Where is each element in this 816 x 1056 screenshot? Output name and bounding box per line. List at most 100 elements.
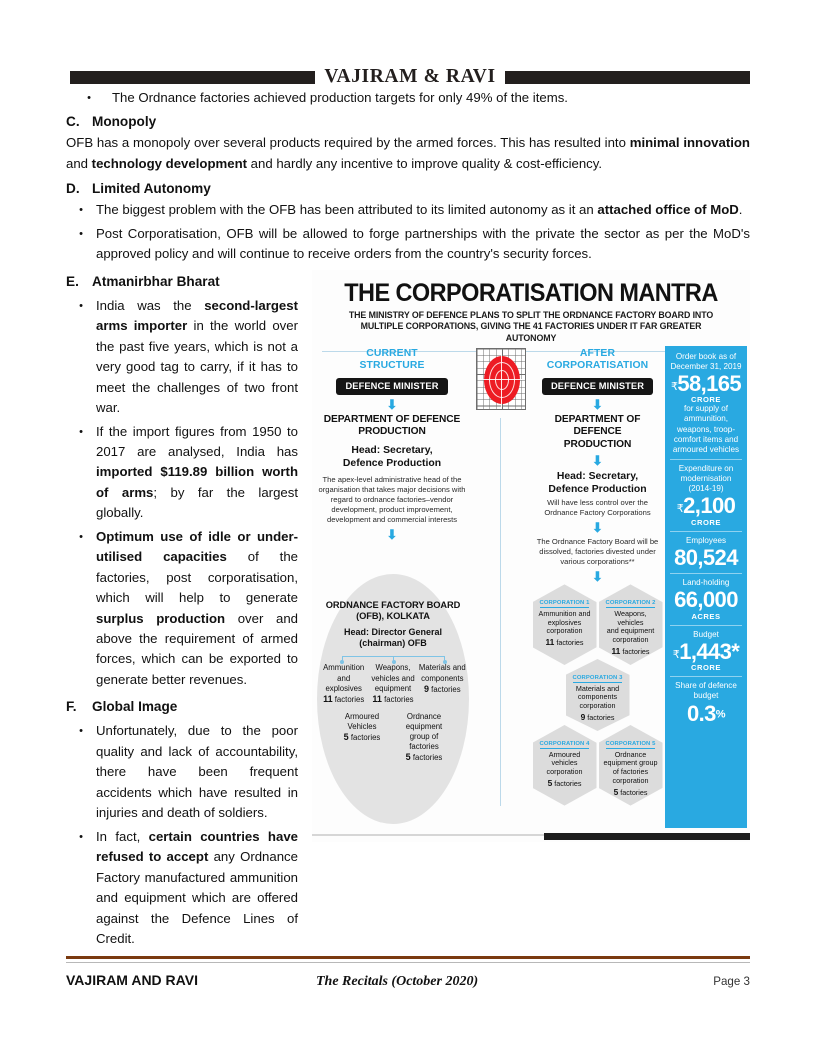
- header-rule-right: [504, 70, 750, 84]
- para-part: OFB has a monopoly over several products…: [66, 135, 630, 151]
- corporation-tag: CORPORATION 3: [572, 675, 623, 683]
- corporation-factories: 5 factories: [536, 778, 594, 788]
- text-part: If the import figures from 1950 to 2017 …: [96, 423, 298, 459]
- stats-panel: Order book as of December 31, 2019 ₹58,1…: [665, 345, 747, 828]
- dept-line1: DEPARTMENT OF DEFENCE: [323, 414, 461, 426]
- stat-share-of-budget: Share of defence budget 0.3%: [670, 676, 742, 725]
- footer-page-number: Page 3: [713, 975, 750, 988]
- bullet-dot: •: [79, 830, 83, 843]
- section-title: Monopoly: [92, 114, 157, 130]
- bullet-f2: • In fact, certain countries have refuse…: [66, 827, 298, 950]
- division-factories: 11 factories: [369, 694, 416, 706]
- stat-number: 80,524: [674, 544, 738, 570]
- para-bold: technology development: [91, 155, 248, 171]
- text-part: over and above the requirement of armed …: [96, 610, 298, 687]
- infographic-footer-bar: [544, 832, 750, 840]
- corporation-unit: factories: [556, 638, 584, 648]
- ofb-division: Armoured Vehicles 5 factories: [331, 712, 393, 764]
- corporation-unit: factories: [620, 787, 648, 797]
- column-after-corporatisation: AFTER CORPORATISATION DEFENCE MINISTER ⬇…: [530, 346, 665, 842]
- note-less-control: Will have less control over the Ordnance…: [544, 497, 651, 518]
- infographic-subtitle-line1: THE MINISTRY OF DEFENCE PLANS TO SPLIT T…: [348, 309, 714, 320]
- stat-value: ₹58,165: [670, 372, 742, 395]
- corporation-hex: CORPORATION 5 Ordnance equipment group o…: [598, 725, 663, 806]
- column-current-structure: CURRENT STRUCTURE DEFENCE MINISTER ⬇ DEP…: [312, 346, 472, 842]
- division-count: 11: [372, 693, 382, 704]
- name-line1: Ammunition and: [538, 608, 591, 618]
- name-line2: equipment group: [603, 758, 658, 768]
- bullet-text: India was the second-largest arms import…: [96, 296, 298, 419]
- corporation-count: 11: [545, 637, 555, 648]
- text-part: any Ordnance Factory manufactured ammuni…: [96, 849, 298, 946]
- corporation-tag: CORPORATION 1: [539, 600, 590, 608]
- section-letter: E.: [66, 273, 79, 289]
- infographic-columns: CURRENT STRUCTURE DEFENCE MINISTER ⬇ DEP…: [312, 345, 750, 842]
- heading-line2: STRUCTURE: [359, 359, 425, 371]
- dept-defence-production-current: DEPARTMENT OF DEFENCE PRODUCTION: [312, 414, 472, 438]
- ofb-division: Weapons, vehicles and equipment 11 facto…: [368, 663, 417, 705]
- infographic-title: THE CORPORATISATION MANTRA: [344, 278, 718, 307]
- column-heading-current: CURRENT STRUCTURE: [312, 348, 472, 373]
- stat-label: Budget: [693, 629, 719, 639]
- name-line1: Materials and: [575, 683, 620, 693]
- para-part: and: [66, 155, 92, 171]
- rupee-icon: ₹: [676, 503, 684, 516]
- division-name: Ammunition and explosives: [323, 663, 365, 693]
- corporation-name: Armoured vehicles corporation: [536, 750, 594, 777]
- corporation-factories: 9 factories: [569, 712, 627, 722]
- corporation-count: 5: [613, 786, 619, 797]
- bullet-d2: • Post Corporatisation, OFB will be allo…: [66, 224, 750, 265]
- wrapped-text-column: E. Atmanirbhar Bharat • India was the se…: [66, 271, 750, 950]
- text-part: .: [738, 202, 743, 218]
- target-grid-icon: [476, 347, 526, 410]
- division-unit: factories: [334, 694, 365, 704]
- bullet-e1: • India was the second-largest arms impo…: [66, 296, 298, 419]
- division-unit: factories: [350, 732, 381, 742]
- column-heading-after: AFTER CORPORATISATION: [530, 348, 665, 373]
- stat-label: Land-holding: [682, 578, 730, 588]
- division-count: 11: [323, 693, 333, 704]
- crosshair-vertical: [501, 352, 502, 407]
- ofb-oval: ORDNANCE FACTORY BOARD (OFB), KOLKATA He…: [317, 573, 469, 824]
- crosshair-horizontal: [480, 378, 524, 380]
- head-secretary-after: Head: Secretary, Defence Production: [530, 470, 665, 496]
- percent-icon: %: [715, 708, 726, 721]
- corporation-factories: 11 factories: [602, 646, 660, 656]
- stat-number: 1,443*: [679, 638, 740, 664]
- down-arrow-icon: ⬇: [592, 520, 603, 536]
- head-line2: Defence Production: [342, 457, 442, 469]
- name-line2: vehicles: [551, 758, 578, 768]
- down-arrow-icon: ⬇: [386, 527, 398, 543]
- bullet-dot: •: [79, 425, 83, 438]
- division-count: 5: [405, 752, 411, 762]
- corporation-hex: CORPORATION 4 Armoured vehicles corporat…: [532, 725, 597, 806]
- division-factories: 5 factories: [395, 752, 453, 764]
- division-unit: factories: [384, 694, 414, 704]
- bullet-top: • The Ordnance factories achieved produc…: [66, 88, 750, 108]
- rupee-icon: ₹: [670, 380, 678, 393]
- connector-tick: [442, 656, 447, 665]
- stat-value: ₹2,100: [670, 495, 742, 517]
- brand-title: VAJIRAM & RAVI: [324, 66, 496, 87]
- corporation-count: 5: [547, 777, 553, 788]
- corporations-row3: CORPORATION 4 Armoured vehicles corporat…: [530, 725, 665, 806]
- column-middle: [472, 346, 530, 842]
- stat-label: Employees: [685, 535, 727, 545]
- ofb-connector-lines: [329, 653, 457, 665]
- corporation-factories: 5 factories: [602, 787, 660, 797]
- text-part: in the world over the past five years, w…: [96, 318, 298, 416]
- section-letter: F.: [66, 699, 77, 715]
- note-board-dissolved: The Ordnance Factory Board will be disso…: [536, 537, 659, 567]
- corporation-hex: CORPORATION 3 Materials and components c…: [565, 659, 630, 732]
- bullet-dot: •: [79, 725, 83, 738]
- stat-land-holding: Land-holding 66,000 ACRES: [670, 573, 742, 621]
- corporation-tag: CORPORATION 2: [605, 600, 656, 608]
- division-name: Weapons, vehicles and equipment: [371, 663, 415, 693]
- stat-unit: CRORE: [691, 395, 721, 405]
- name-line2: explosives: [547, 617, 582, 627]
- ofb-head-line2: (chairman) OFB: [359, 638, 427, 649]
- name-line3: of factories: [612, 767, 649, 777]
- infographic-subtitle-line2: MULTIPLE CORPORATIONS, GIVING THE 41 FAC…: [360, 321, 702, 343]
- corporations-row1: CORPORATION 1 Ammunition and explosives …: [530, 584, 665, 666]
- name-line2: and equipment: [606, 626, 655, 636]
